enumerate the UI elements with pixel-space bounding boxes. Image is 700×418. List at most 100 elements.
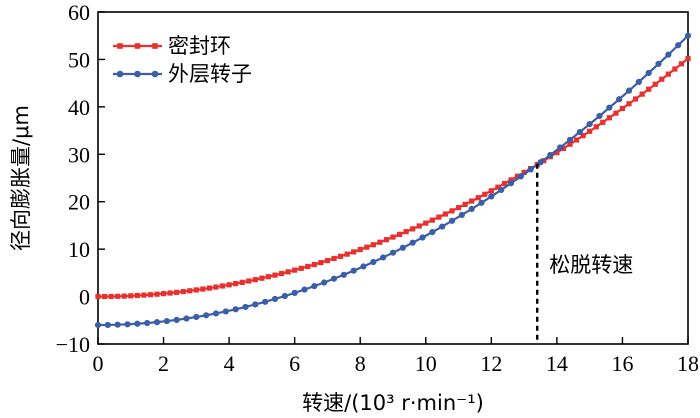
data-point [383,237,390,243]
data-point [645,69,652,77]
data-point [423,220,429,226]
annotation-layer: 松脱转速 [536,163,633,344]
legend-marker [134,43,141,49]
data-point [278,270,285,277]
data-point [242,303,249,311]
data-point [501,181,508,187]
data-point [344,251,350,257]
data-point [439,223,446,230]
series-layer [94,32,692,329]
data-point [600,119,606,125]
data-point [449,208,455,214]
data-point [685,55,691,62]
data-point [311,261,317,268]
data-point [174,289,180,295]
x-tick-label: 4 [224,351,235,376]
data-point [639,91,645,97]
legend-label: 密封环 [168,34,231,58]
data-point [390,234,396,240]
data-point [259,275,265,281]
data-point [330,275,338,282]
x-tick-label: 12 [480,351,502,376]
data-point [507,180,515,187]
data-point [370,242,376,248]
data-point [114,321,121,328]
data-point [219,283,226,289]
data-point [580,133,586,139]
data-point [659,76,665,82]
data-point [121,293,127,299]
data-point [619,105,626,112]
data-point [167,290,173,296]
legend-marker [151,70,159,78]
data-point [147,292,154,298]
data-point [593,124,599,130]
data-point [655,60,662,67]
data-point [678,61,685,67]
data-point [468,205,475,213]
data-point [183,315,190,322]
y-tick-label: 30 [68,142,90,167]
data-point [271,295,279,303]
data-point [399,244,406,251]
data-point [357,246,363,253]
data-point [419,234,426,241]
data-point [305,263,311,270]
data-point [429,229,436,236]
data-point [187,288,193,294]
data-point [586,120,593,128]
data-point [141,292,147,298]
data-point [95,293,101,300]
x-tick-label: 8 [355,351,366,376]
data-point [153,319,161,326]
data-point [200,286,206,292]
data-point [281,292,288,300]
y-tick-label: 60 [68,0,90,25]
legend-marker [116,70,124,78]
data-point [684,32,692,39]
data-point [606,115,612,121]
data-point [324,257,331,264]
data-point [576,128,583,136]
data-point [128,293,134,299]
data-point [144,319,151,327]
y-axis-title: 径向膨胀量/μm [9,105,33,251]
data-point [632,96,639,102]
data-point [272,272,278,278]
series-2 [94,32,692,329]
data-point [429,217,435,223]
data-point [625,87,633,94]
data-point [212,310,220,317]
data-point [389,249,397,256]
data-point [370,258,377,266]
data-point [173,316,180,323]
data-point [108,293,114,300]
data-point [488,188,494,194]
data-point [396,231,403,237]
x-tick-label: 10 [415,351,437,376]
legend-marker [152,43,158,49]
y-tick-label: 0 [79,285,90,310]
data-point [239,279,245,285]
data-point [458,211,465,219]
data-point [566,136,574,143]
data-point [560,145,567,152]
y-tick-label: 40 [68,95,90,120]
data-point [616,96,623,103]
series-1 [95,55,691,300]
data-point [554,149,560,156]
data-point [478,199,485,206]
data-point [340,271,347,278]
data-point [613,110,619,116]
data-point [596,112,603,120]
data-point [265,274,272,280]
data-point [292,267,298,273]
data-point [475,195,481,201]
data-point [154,291,160,297]
data-point [252,301,259,308]
data-point [652,81,658,87]
data-point [232,306,239,313]
data-point [442,211,449,217]
